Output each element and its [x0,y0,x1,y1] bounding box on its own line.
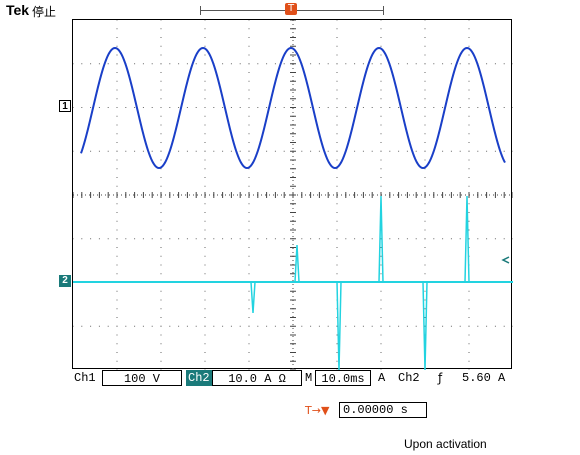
trigger-position-icon: T [285,3,297,15]
trigger-level-icon [501,256,510,264]
readout-bar: Ch1 100 V Ch2 10.0 A Ω M 10.0ms A Ch2 ƒ … [72,370,512,388]
ch2-spike [378,195,384,283]
trigger-offset-icon: T→▼ [305,404,330,417]
waveform-display [72,19,513,370]
ch2-ground-marker[interactable]: 2 [59,275,71,287]
timebase-value[interactable]: 10.0ms [315,370,371,386]
acquisition-status: 停止 [32,5,57,19]
ch2-spike [422,281,428,370]
ch2-spike [250,281,256,314]
brand-logo: Tek [6,2,30,18]
ch2-spike [294,244,300,283]
ch1-label: Ch1 [74,371,96,385]
trigger-source: Ch2 [398,371,420,385]
ch2-scale[interactable]: 10.0 A Ω [212,370,302,386]
trigger-slope-icon: ƒ [438,371,443,385]
ch2-label: Ch2 [186,370,212,386]
ch1-ground-marker[interactable]: 1 [59,100,71,112]
waveform-graticule [73,20,513,370]
trigger-offset-value[interactable]: 0.00000 s [339,402,427,418]
ch2-spike [336,281,342,370]
record-window-bracket [200,6,384,15]
ch1-waveform [80,46,506,170]
timebase-prefix: M [305,371,313,385]
trigger-coupling: A [378,371,386,385]
figure-caption: Upon activation [404,437,487,451]
ch2-spike [464,195,470,283]
ch1-scale[interactable]: 100 V [102,370,182,386]
trigger-level[interactable]: 5.60 A [462,371,506,385]
